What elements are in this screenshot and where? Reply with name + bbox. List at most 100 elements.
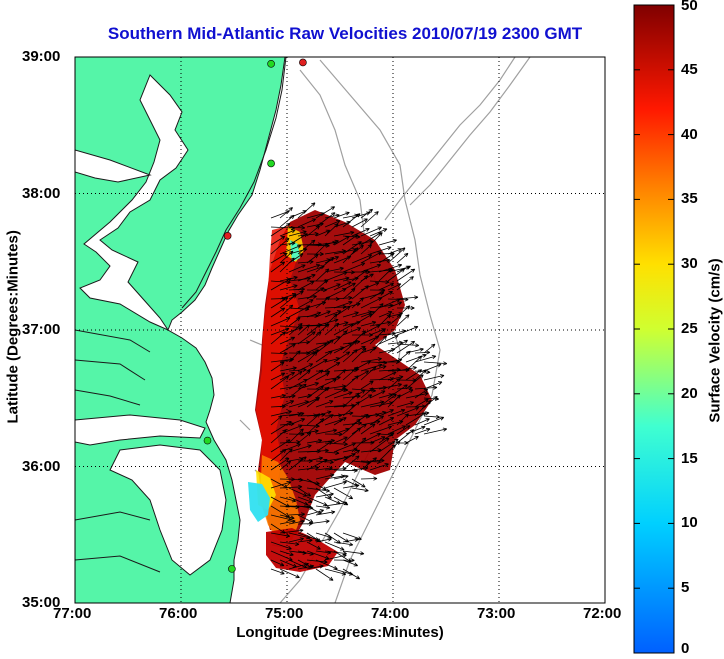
velocity-arrow (270, 307, 286, 318)
station-green-marker (267, 159, 275, 168)
velocity-arrow (342, 241, 362, 255)
velocity-arrow (342, 568, 361, 580)
velocity-arrow (351, 487, 369, 493)
velocity-arrow (351, 285, 369, 300)
velocity-arrow (342, 311, 359, 318)
velocity-arrow (270, 568, 285, 575)
velocity-arrow (288, 379, 308, 390)
velocity-arrow (405, 412, 427, 426)
velocity-arrow (360, 400, 385, 408)
velocity-arrow (306, 478, 327, 491)
velocity-arrow (324, 310, 342, 318)
velocity-arrow (315, 256, 335, 273)
velocity-arrow (288, 512, 305, 517)
velocity-arrow (333, 281, 352, 291)
velocity-arrow (324, 220, 341, 228)
velocity-arrow (396, 295, 419, 300)
velocity-arrow (288, 383, 307, 399)
colorbar-tick-marks (634, 69, 674, 589)
velocity-arrow (378, 313, 391, 327)
velocity-arrow (387, 314, 402, 327)
velocity-arrow (414, 369, 427, 381)
velocity-arrow (324, 432, 343, 437)
velocity-arrow (306, 564, 324, 570)
velocity-arrow (333, 276, 350, 282)
velocity-arrow (288, 225, 306, 230)
velocity-arrow (333, 411, 354, 417)
velocity-arrow (315, 310, 331, 318)
velocity-arrow (279, 568, 300, 579)
velocity-arrow (352, 332, 373, 338)
velocity-arrow (351, 269, 369, 282)
velocity-arrow (405, 355, 423, 372)
velocity-arrow (270, 559, 285, 567)
velocity-arrow (279, 336, 296, 345)
velocity-arrow (333, 330, 348, 345)
x-tick-label: 74:00 (371, 605, 410, 622)
velocity-arrow (387, 375, 404, 381)
velocity-arrow (342, 418, 361, 435)
velocity-arrow (423, 381, 443, 390)
velocity-arrow (315, 296, 331, 309)
velocity-arrow (333, 211, 350, 219)
velocity-arrow (378, 311, 393, 318)
velocity-arrow (333, 295, 353, 300)
velocity-arrow (288, 444, 312, 453)
velocity-arrow (414, 398, 429, 408)
velocity-arrow (405, 436, 419, 444)
velocity-arrow (360, 366, 377, 381)
velocity-arrow (315, 372, 330, 381)
velocity-arrow (288, 371, 303, 381)
velocity-arrow (360, 251, 382, 264)
velocity-arrow (288, 456, 307, 471)
velocity-arrow (315, 279, 329, 291)
velocity-arrow (423, 374, 445, 381)
velocity-arrow (288, 537, 304, 543)
velocity-arrow (333, 236, 350, 246)
velocity-arrow (324, 450, 340, 455)
velocity-arrow (360, 297, 383, 309)
velocity-arrow (378, 239, 397, 246)
velocity-arrow (360, 324, 381, 336)
velocity-arrow (396, 340, 416, 354)
velocity-arrow (423, 363, 442, 372)
y-tick-label: 35:00 (22, 594, 61, 611)
velocity-arrow (351, 478, 366, 488)
velocity-arrow (279, 460, 292, 471)
velocity-arrow (315, 438, 335, 444)
velocity-arrow (378, 282, 395, 291)
velocity-arrow (378, 263, 403, 273)
velocity-arrow (297, 264, 321, 273)
velocity-arrow (396, 425, 411, 435)
velocity-arrow (333, 541, 354, 547)
velocity-arrow (360, 208, 373, 219)
velocity-arrow (279, 541, 300, 547)
hf-radar-stations (203, 58, 307, 573)
velocity-arrow (333, 442, 356, 453)
velocity-arrow (288, 317, 301, 327)
velocity-arrow (423, 343, 436, 354)
colorbar-tick-label: 5 (681, 579, 690, 597)
velocity-arrow (369, 320, 391, 327)
velocity-arrow (360, 457, 377, 471)
velocity-arrow (279, 366, 297, 372)
velocity-arrow (351, 275, 369, 291)
velocity-arrow (396, 401, 414, 408)
velocity-arrow (315, 206, 336, 219)
velocity-arrow (351, 297, 364, 309)
velocity-arrow (297, 496, 313, 503)
y-tick-label: 37:00 (22, 321, 61, 338)
velocity-arrow (306, 369, 324, 381)
velocity-arrow (378, 335, 399, 345)
y-tick-label: 38:00 (22, 184, 61, 202)
x-tick-label: 77:00 (53, 605, 92, 622)
velocity-arrow (396, 350, 411, 363)
velocity-arrow (270, 415, 283, 426)
velocity-arrow (414, 355, 437, 363)
velocity-arrow (324, 256, 340, 264)
velocity-arrow (387, 247, 406, 264)
velocity-arrow (279, 424, 303, 435)
velocity-arrow (279, 528, 304, 534)
velocity-arrow (360, 244, 372, 255)
